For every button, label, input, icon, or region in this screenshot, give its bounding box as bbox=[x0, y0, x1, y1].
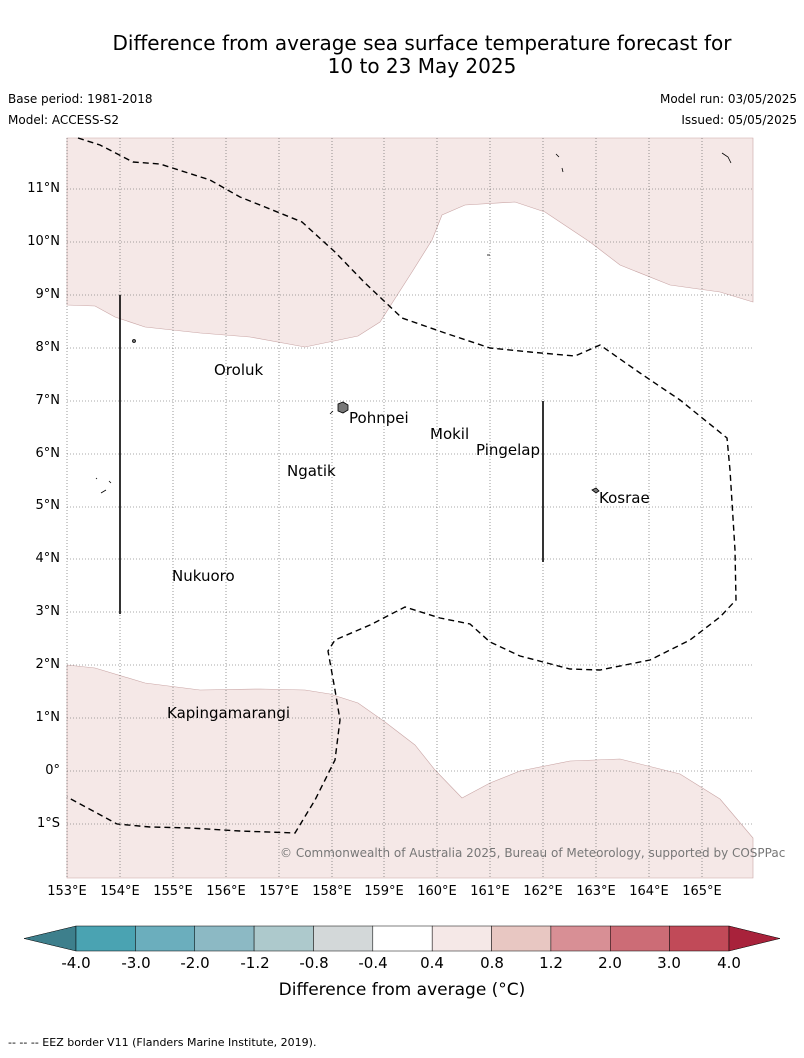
atoll-north-1 bbox=[555, 153, 564, 173]
lon-tick: 164°E bbox=[629, 884, 669, 899]
colorbar-tick: 2.0 bbox=[598, 954, 622, 972]
lat-tick: 0° bbox=[45, 763, 60, 778]
colorbar-segment bbox=[372, 925, 433, 952]
lat-tick: 1°N bbox=[35, 710, 61, 725]
pohnpei-island bbox=[337, 401, 349, 414]
colorbar-tick: 0.8 bbox=[480, 954, 504, 972]
eez-border bbox=[66, 137, 737, 834]
colorbar-under-arrow bbox=[23, 925, 77, 952]
lat-tick: 6°N bbox=[35, 446, 61, 461]
base-period: Base period: 1981-2018 bbox=[8, 92, 153, 106]
colorbar-tick: 3.0 bbox=[657, 954, 681, 972]
place-label-nukuoro: Nukuoro bbox=[172, 567, 235, 585]
colorbar-tick: -0.8 bbox=[299, 954, 329, 972]
lon-tick: 160°E bbox=[417, 884, 457, 899]
issued-date: Issued: 05/05/2025 bbox=[681, 113, 797, 127]
title-line-2: 10 to 23 May 2025 bbox=[327, 54, 517, 78]
lat-tick: 7°N bbox=[35, 393, 61, 408]
colorbar bbox=[23, 925, 781, 952]
lon-tick: 162°E bbox=[523, 884, 563, 899]
colorbar-segment bbox=[491, 925, 552, 952]
atoll-west bbox=[95, 477, 112, 494]
kosrae-island bbox=[591, 487, 600, 494]
place-label-kosrae: Kosrae bbox=[599, 489, 650, 507]
colorbar-segment bbox=[431, 925, 492, 952]
longitude-boundaries bbox=[119, 295, 544, 614]
lon-tick: 157°E bbox=[259, 884, 299, 899]
lon-tick: 159°E bbox=[364, 884, 404, 899]
map-title: Difference from average sea surface temp… bbox=[0, 32, 804, 78]
colorbar-segment bbox=[194, 925, 255, 952]
lon-tick: 165°E bbox=[682, 884, 722, 899]
lon-tick: 156°E bbox=[206, 884, 246, 899]
colorbar-segment bbox=[550, 925, 611, 952]
lon-tick: 155°E bbox=[153, 884, 193, 899]
colorbar-over-arrow bbox=[728, 925, 781, 952]
title-line-1: Difference from average sea surface temp… bbox=[112, 31, 732, 55]
atoll-north-2 bbox=[721, 152, 732, 164]
island-8n bbox=[132, 339, 136, 343]
colorbar-tick: -4.0 bbox=[61, 954, 91, 972]
lat-tick: 1°S bbox=[36, 816, 60, 831]
place-label-kapingamarangi: Kapingamarangi bbox=[167, 704, 291, 722]
colorbar-segment bbox=[75, 925, 136, 952]
lat-tick: 2°N bbox=[35, 657, 61, 672]
lat-tick: 8°N bbox=[35, 340, 61, 355]
colorbar-segment bbox=[135, 925, 195, 952]
lat-tick: 5°N bbox=[35, 498, 61, 513]
colorbar-tick: -1.2 bbox=[240, 954, 270, 972]
lat-tick: 10°N bbox=[27, 234, 60, 249]
colorbar-title: Difference from average (°C) bbox=[278, 980, 526, 1000]
model-name: Model: ACCESS-S2 bbox=[8, 113, 120, 127]
place-label-oroluk: Oroluk bbox=[214, 361, 264, 379]
colorbar-segment bbox=[313, 925, 374, 952]
copyright-notice: © Commonwealth of Australia 2025, Bureau… bbox=[280, 846, 786, 860]
colorbar-segment bbox=[253, 925, 314, 952]
colorbar-tick: -3.0 bbox=[121, 954, 151, 972]
colorbar-tick: 4.0 bbox=[717, 954, 741, 972]
lat-tick: 11°N bbox=[27, 181, 60, 196]
model-run: Model run: 03/05/2025 bbox=[659, 92, 797, 106]
lon-tick: 154°E bbox=[100, 884, 140, 899]
colorbar-segment bbox=[669, 925, 730, 952]
colorbar-tick: -2.0 bbox=[180, 954, 210, 972]
lat-tick: 3°N bbox=[35, 604, 61, 619]
lat-tick: 9°N bbox=[35, 287, 61, 302]
lon-tick: 158°E bbox=[312, 884, 352, 899]
colorbar-segment bbox=[610, 925, 670, 952]
lon-tick: 161°E bbox=[470, 884, 510, 899]
pohnpei-reef bbox=[329, 410, 334, 415]
lat-tick: 4°N bbox=[35, 551, 61, 566]
place-label-mokil: Mokil bbox=[430, 425, 470, 443]
place-label-ngatik: Ngatik bbox=[287, 462, 336, 480]
colorbar-tick: 1.2 bbox=[539, 954, 563, 972]
eez-legend-note: -- -- -- EEZ border V11 (Flanders Marine… bbox=[8, 1036, 317, 1049]
colorbar-tick: 0.4 bbox=[420, 954, 444, 972]
colorbar-tick: -0.4 bbox=[358, 954, 388, 972]
lon-tick: 153°E bbox=[47, 884, 87, 899]
lon-tick: 163°E bbox=[576, 884, 616, 899]
islands bbox=[95, 152, 732, 494]
place-label-pohnpei: Pohnpei bbox=[349, 409, 409, 427]
place-label-pingelap: Pingelap bbox=[476, 441, 541, 459]
